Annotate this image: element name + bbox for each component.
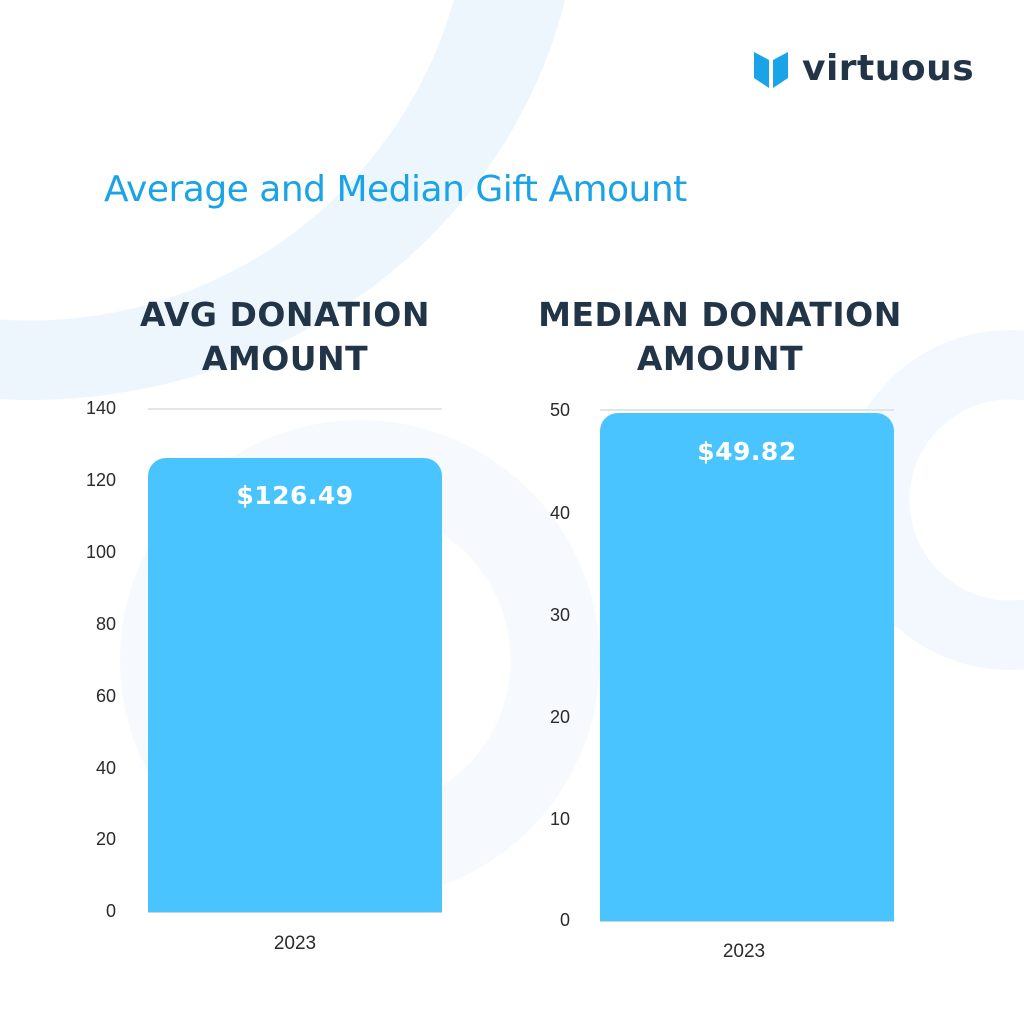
avg-y-tick: 120	[85, 470, 116, 490]
median-x-label: 2023	[722, 941, 766, 962]
avg-y-tick: 60	[95, 686, 116, 706]
median-top-gridline	[600, 409, 894, 411]
avg-bar-value-label: $126.49	[236, 481, 354, 510]
median-y-tick: 0	[559, 910, 570, 930]
book-shield-icon	[754, 52, 788, 88]
median-y-tick: 30	[549, 605, 570, 625]
median-y-tick: 50	[549, 400, 570, 420]
page-title: Average and Median Gift Amount	[104, 169, 687, 210]
median-heading-line2: AMOUNT	[636, 339, 804, 378]
avg-y-tick: 20	[95, 829, 116, 849]
brand-name: virtuous	[802, 48, 975, 89]
avg-y-tick: 100	[85, 542, 116, 562]
avg-baseline	[148, 912, 442, 913]
avg-top-gridline	[148, 408, 442, 410]
median-y-tick: 20	[549, 707, 570, 727]
median-bar-2023[interactable]: $49.82	[600, 413, 894, 921]
median-y-tick: 10	[549, 809, 570, 829]
avg-y-tick: 140	[85, 398, 116, 418]
brand-logo: virtuous	[752, 48, 974, 90]
avg-bar-2023[interactable]: $126.49	[148, 458, 442, 912]
avg-x-label: 2023	[273, 933, 317, 954]
avg-y-tick: 40	[95, 758, 116, 778]
avg-heading-line1: AVG DONATION	[140, 295, 430, 334]
avg-y-tick: 80	[95, 614, 116, 634]
median-bar-value-label: $49.82	[697, 437, 797, 466]
median-y-tick: 40	[549, 503, 570, 523]
avg-y-tick: 0	[105, 901, 116, 921]
avg-chart-heading: AVG DONATION AMOUNT	[95, 293, 475, 381]
median-baseline	[600, 921, 894, 922]
avg-heading-line2: AMOUNT	[201, 339, 369, 378]
median-chart-heading: MEDIAN DONATION AMOUNT	[530, 293, 910, 381]
median-heading-line1: MEDIAN DONATION	[538, 295, 902, 334]
